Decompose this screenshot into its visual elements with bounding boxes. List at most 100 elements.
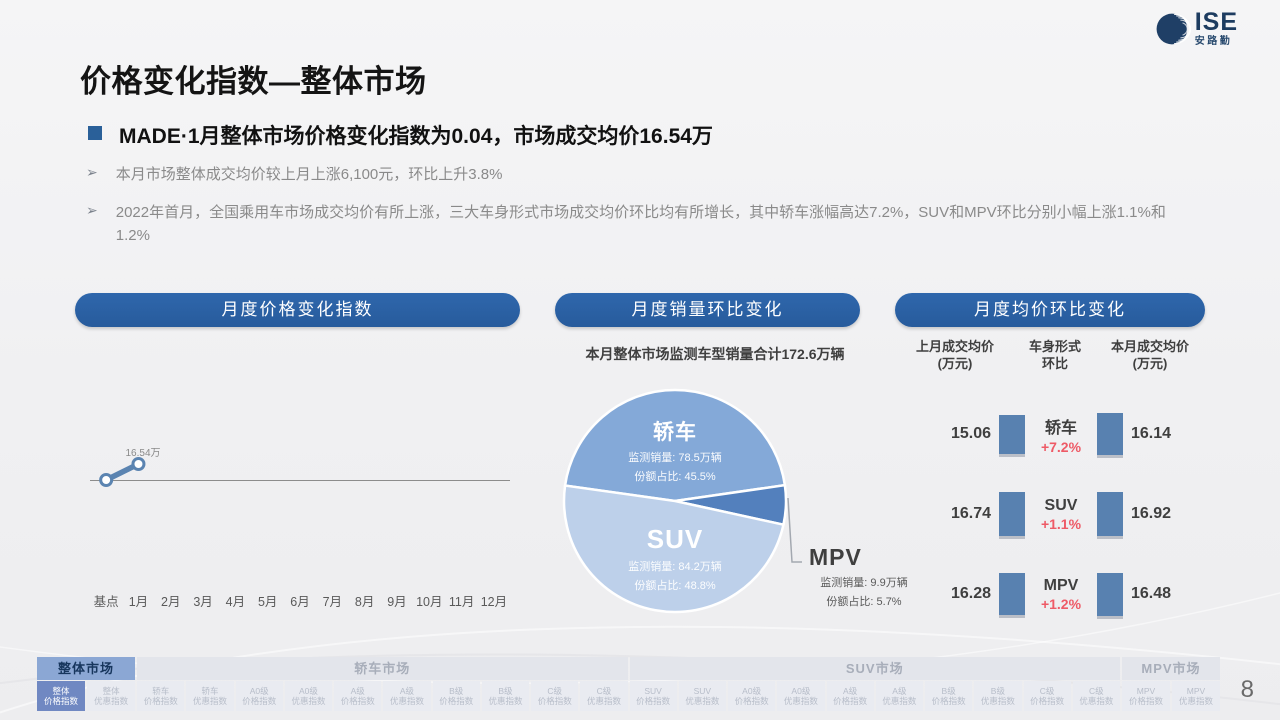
subtab-A0级-价格指数[interactable]: A0级 价格指数 [728, 681, 776, 711]
x-tick-label: 4月 [225, 595, 246, 609]
market-section: SUV市场 SUV 价格指数 SUV 优惠指数 A0级 价格指数 A0级 优惠指数 A级 价格指数 A… [629, 657, 1120, 711]
pie-slice-轿车 [563, 388, 787, 503]
x-tick-label: 7月 [322, 595, 343, 609]
subtab-C级-价格指数[interactable]: C级 价格指数 [1023, 681, 1071, 711]
body-type-cell: 轿车 +7.2% [1033, 414, 1089, 455]
x-tick-label: 8月 [354, 595, 375, 609]
curr-price-bar [1097, 572, 1123, 616]
curr-price-value: 16.92 [1131, 505, 1172, 522]
subtab-row: SUV 价格指数 SUV 优惠指数 A0级 价格指数 A0级 优惠指数 A级 价格指数 A级 优惠指数… [629, 681, 1120, 711]
comparison-row: 15.06 轿车 +7.2% 16.14 [895, 394, 1205, 474]
subtab-A级-优惠指数[interactable]: A级 优惠指数 [383, 681, 431, 711]
slice-volume: 监测销量: 84.2万辆 [628, 561, 722, 573]
subtab-row: MPV 价格指数 MPV 优惠指数 [1121, 681, 1221, 711]
prev-price-value: 16.74 [950, 505, 991, 522]
x-tick-label: 基点 [93, 595, 119, 609]
change-percent: +7.2% [1040, 438, 1082, 455]
curr-price-value: 16.14 [1131, 425, 1172, 442]
subtab-C级-优惠指数[interactable]: C级 优惠指数 [1072, 681, 1120, 711]
subtab-轿车-价格指数[interactable]: 轿车 价格指数 [137, 681, 185, 711]
change-percent: +1.1% [1040, 515, 1082, 532]
prev-price-value: 15.06 [950, 425, 991, 442]
x-tick-label: 11月 [448, 595, 475, 609]
change-percent: +1.2% [1040, 595, 1082, 612]
page-number: 8 [1240, 676, 1254, 703]
prev-price-value: 16.28 [950, 585, 991, 602]
subtab-MPV-价格指数[interactable]: MPV 价格指数 [1121, 681, 1170, 711]
slice-share: 份额占比: 48.8% [634, 580, 716, 592]
body-type-cell: SUV +1.1% [1033, 497, 1089, 532]
section-header-avg-price-change: 月度均价环比变化 [895, 293, 1205, 327]
section-header-sales-change: 月度销量环比变化 [555, 293, 860, 327]
comparison-row: 16.28 MPV +1.2% 16.48 [895, 554, 1205, 634]
logo-subname: 安路勤 [1194, 36, 1233, 47]
col-body-type-header: 车身形式 环比 [1028, 339, 1081, 371]
market-tab-轿车市场[interactable]: 轿车市场 [137, 657, 628, 680]
section-header-price-index: 月度价格变化指数 [75, 293, 520, 327]
x-tick-label: 3月 [193, 595, 213, 609]
pie-label-mpv: MPV 监测销量: 9.9万辆 份额占比: 5.7% [803, 544, 925, 609]
ise-logo-icon [1156, 13, 1191, 44]
subtab-B级-优惠指数[interactable]: B级 优惠指数 [974, 681, 1022, 711]
body-type-name: MPV [1043, 576, 1079, 594]
subtab-B级-价格指数[interactable]: B级 价格指数 [925, 681, 973, 711]
market-section: 轿车市场 轿车 价格指数 轿车 优惠指数 A0级 价格指数 A0级 优惠指数 A级 价格指数 A级 优惠… [137, 657, 628, 711]
subtab-A0级-优惠指数[interactable]: A0级 优惠指数 [777, 681, 825, 711]
pie-label-suv: SUV 监测销量: 84.2万辆 份额占比: 48.8% [555, 524, 795, 593]
slice-name: 轿车 [653, 421, 697, 444]
subtab-A级-优惠指数[interactable]: A级 优惠指数 [875, 681, 923, 711]
subtab-轿车-优惠指数[interactable]: 轿车 优惠指数 [186, 681, 234, 711]
slice-volume: 监测销量: 9.9万辆 [820, 577, 908, 589]
data-point-label: 16.54万 [125, 448, 161, 459]
body-type-name: 轿车 [1044, 419, 1077, 437]
x-tick-label: 10月 [416, 595, 443, 609]
line-chart-svg [99, 457, 146, 487]
curr-price-bar [1097, 492, 1123, 536]
logo-name: ISE [1194, 8, 1238, 36]
arrow-bullet-icon: ➢ [86, 202, 98, 218]
bullet-item: ➢ 本月市场整体成交均价较上月上涨6,100元，环比上升3.8% [86, 163, 1176, 186]
pie-slice-SUV [562, 484, 785, 614]
subtab-整体-优惠指数[interactable]: 整体 优惠指数 [87, 681, 136, 711]
slice-share: 份额占比: 45.5% [634, 471, 716, 483]
subtab-A0级-价格指数[interactable]: A0级 价格指数 [235, 681, 283, 711]
subtab-B级-价格指数[interactable]: B级 价格指数 [432, 681, 480, 711]
x-axis-labels: 基点 1月 2月 3月 4月 5月 6月 7月 8月 9月 10月 11月 12月 [90, 591, 510, 610]
comparison-header: 上月成交均价 (万元) 车身形式 环比 本月成交均价 (万元) [895, 338, 1205, 372]
market-tab-整体市场[interactable]: 整体市场 [37, 657, 136, 680]
prev-price-bar [999, 414, 1025, 454]
subtab-A级-价格指数[interactable]: A级 价格指数 [826, 681, 874, 711]
bullet-text: 本月市场整体成交均价较上月上涨6,100元，环比上升3.8% [115, 166, 503, 183]
subtab-整体-价格指数[interactable]: 整体 价格指数 [37, 681, 86, 711]
subtab-A0级-优惠指数[interactable]: A0级 优惠指数 [284, 681, 333, 711]
subtab-MPV-优惠指数[interactable]: MPV 优惠指数 [1171, 681, 1221, 711]
subtab-B级-优惠指数[interactable]: B级 优惠指数 [481, 681, 530, 711]
subtab-SUV-优惠指数[interactable]: SUV 优惠指数 [678, 681, 726, 711]
subtab-C级-优惠指数[interactable]: C级 优惠指数 [580, 681, 628, 711]
x-tick-label: 2月 [161, 595, 181, 609]
x-tick-label: 9月 [387, 595, 407, 609]
market-tab-SUV市场[interactable]: SUV市场 [629, 657, 1120, 680]
arrow-bullet-icon: ➢ [86, 164, 98, 180]
x-tick-label: 12月 [480, 595, 508, 609]
x-tick-label: 1月 [128, 595, 149, 609]
col-prev-price-header: 上月成交均价 (万元) [915, 339, 994, 371]
page-title: 价格变化指数—整体市场 [80, 64, 427, 99]
headline-text: MADE·1月整体市场价格变化指数为0.04，市场成交均价16.54万 [119, 125, 713, 148]
subtab-A级-价格指数[interactable]: A级 价格指数 [334, 681, 382, 711]
col-curr-price-header: 本月成交均价 (万元) [1110, 339, 1189, 371]
market-section: MPV市场 MPV 价格指数 MPV 优惠指数 [1121, 657, 1221, 711]
prev-price-bar [999, 492, 1025, 536]
subtab-SUV-价格指数[interactable]: SUV 价格指数 [629, 681, 677, 711]
ise-logo: ISE 安路勤 [1155, 10, 1238, 47]
body-type-cell: MPV +1.2% [1033, 577, 1089, 612]
pie-svg [562, 388, 802, 614]
price-index-line-chart: 16.54万 基点 1月 2月 3月 4月 5月 6月 7月 8月 9月 10月 11月 12月 [80, 420, 520, 616]
comparison-rows: 15.06 轿车 +7.2% 16.14 16.74 SUV +1.1% 16.92 16.28… [895, 394, 1205, 634]
market-tab-MPV市场[interactable]: MPV市场 [1121, 657, 1220, 680]
square-bullet-icon [88, 126, 102, 140]
data-point-marker [99, 473, 114, 487]
body-type-name: SUV [1044, 496, 1078, 514]
subtab-C级-价格指数[interactable]: C级 价格指数 [531, 681, 579, 711]
